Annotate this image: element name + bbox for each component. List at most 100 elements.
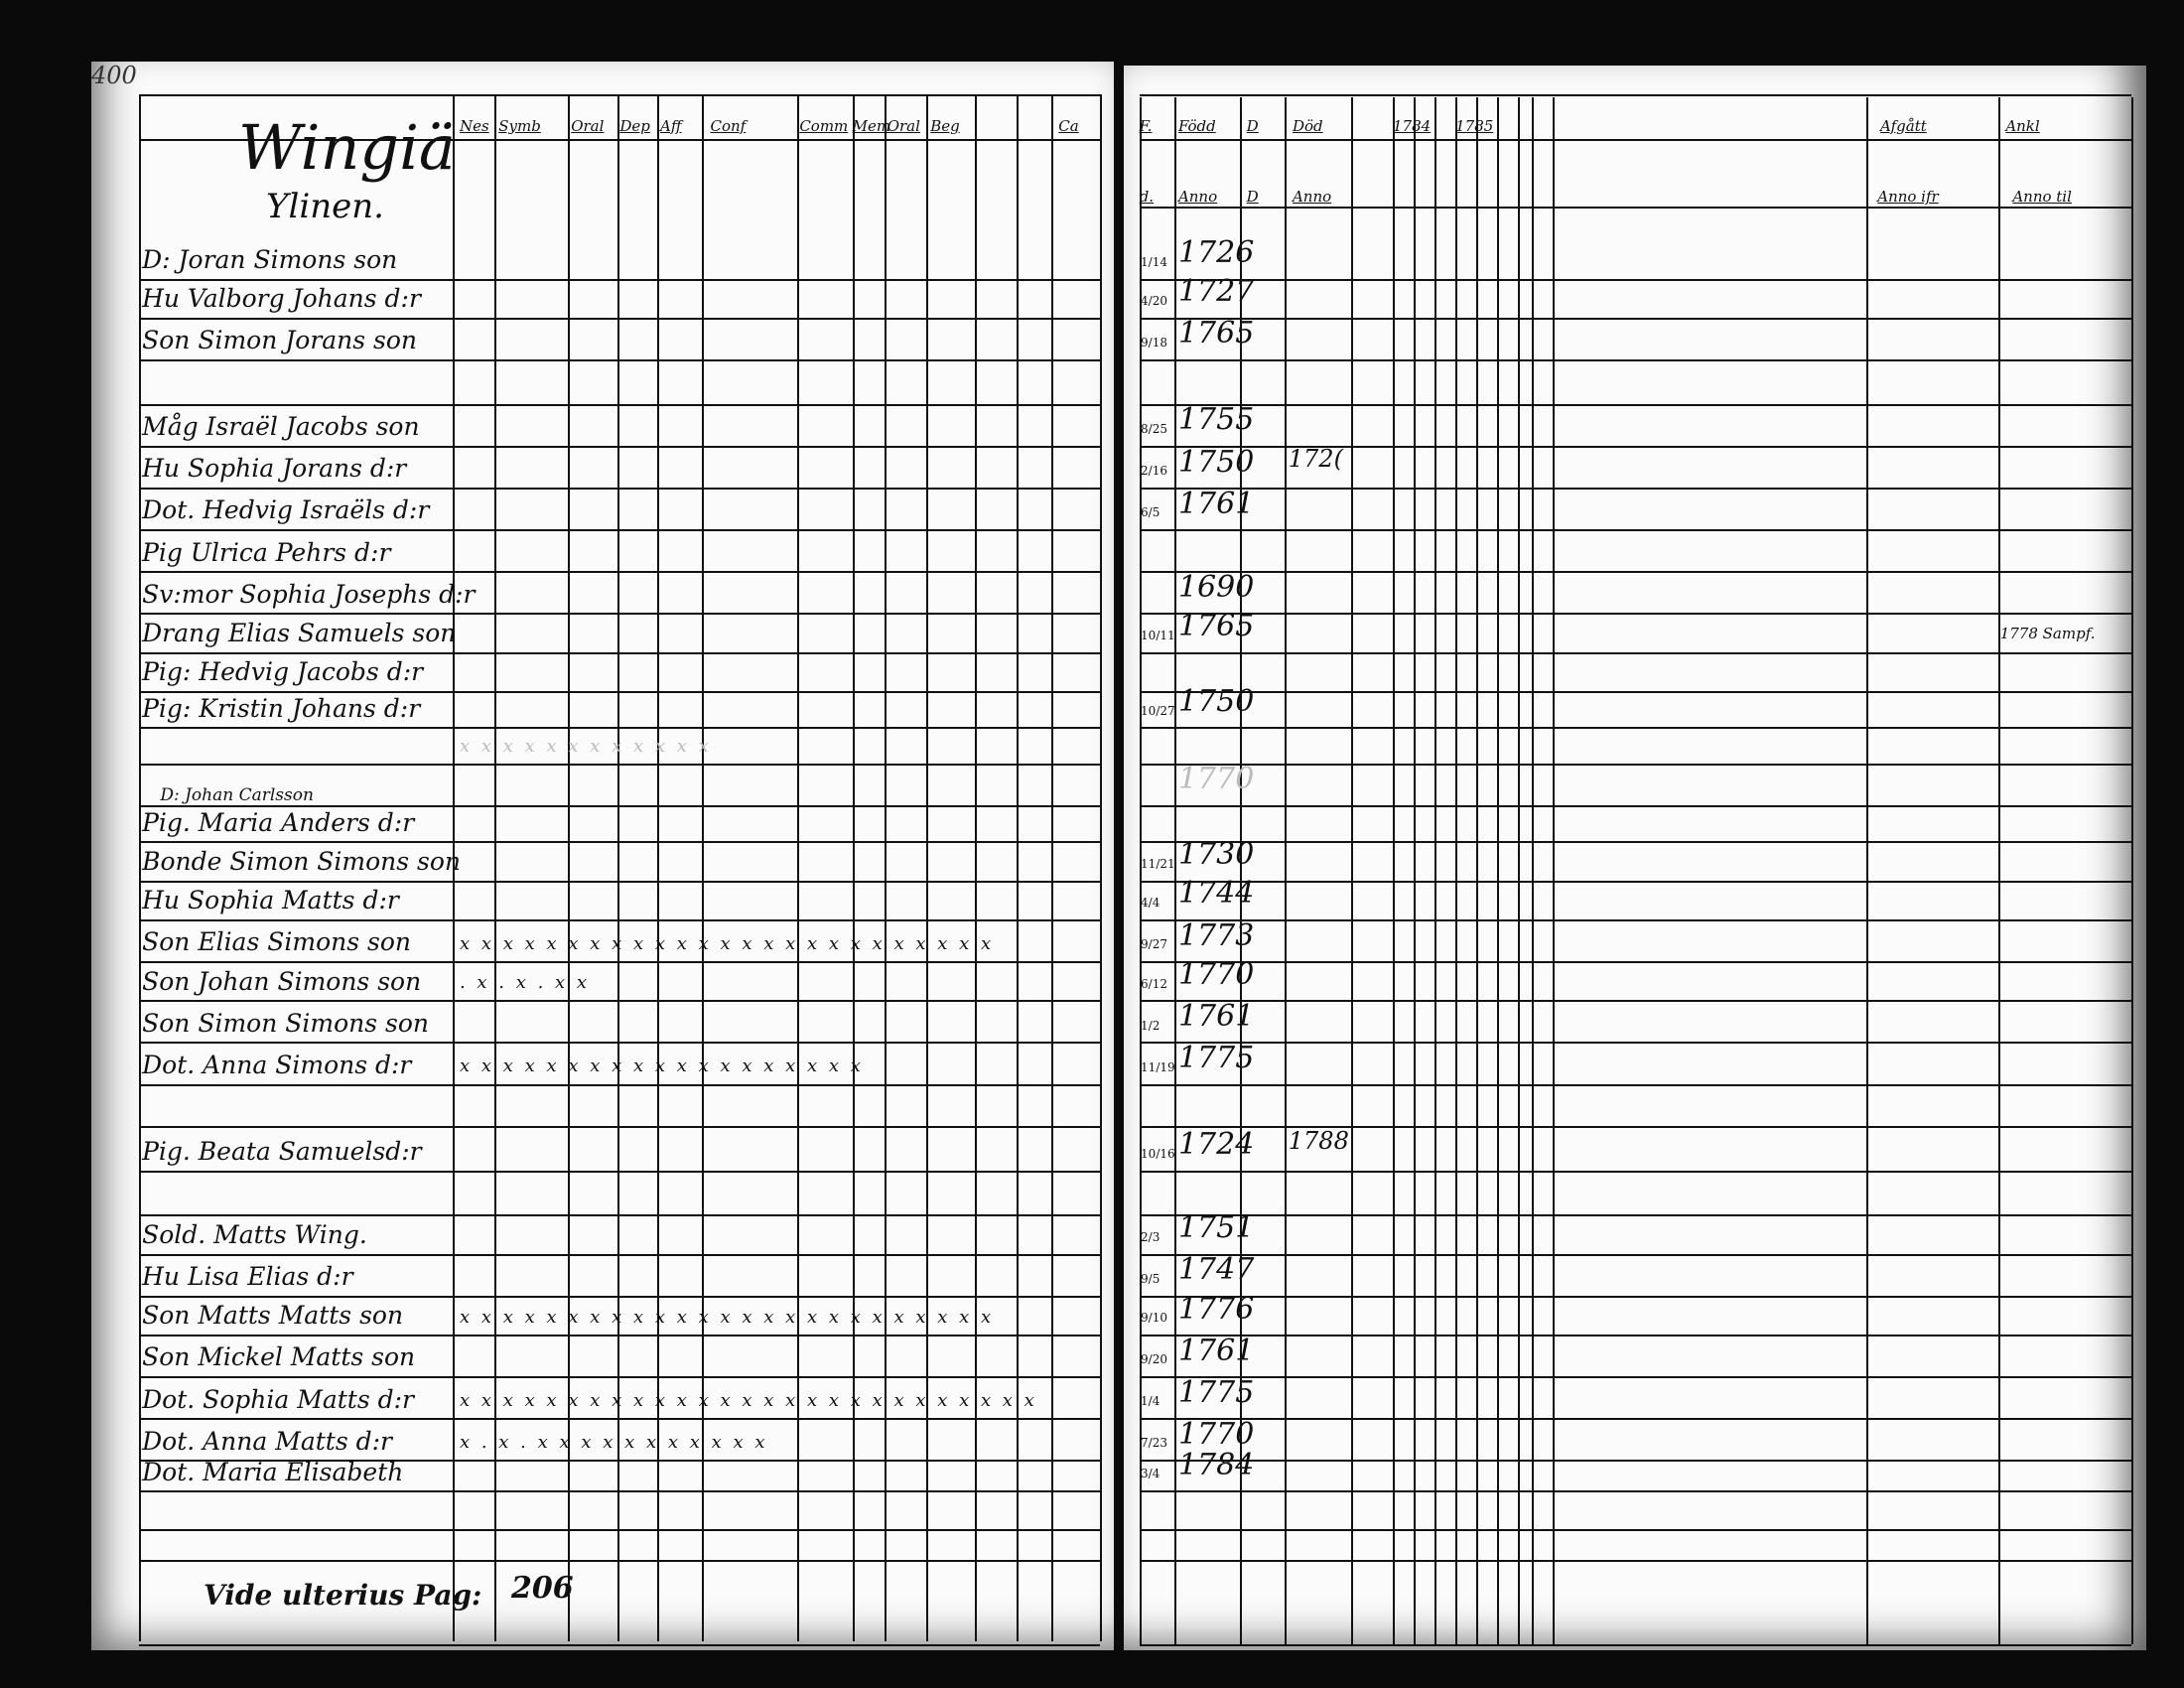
birth-day-month: 9/20 [1141,1352,1167,1367]
row-rule [1139,317,2131,320]
row-rule [139,1529,1101,1532]
birth-day-month: 9/27 [1141,937,1167,952]
row-rule [139,445,1101,448]
column-rule [1518,97,1521,1644]
birth-day-month: 6/5 [1141,505,1160,520]
column-rule [1553,97,1556,1644]
birth-year: 1747 [1177,1252,1255,1288]
column-header: Beg [930,116,960,135]
row-rule [139,1335,1101,1337]
row-rule [1139,278,2131,281]
birth-year: 1750 [1177,683,1255,719]
row-rule [1139,804,2131,807]
birth-day-month: 10/11 [1141,628,1175,642]
birth-year: 1750 [1177,444,1255,480]
row-rule [1139,1083,2131,1086]
row-rule [1139,727,2131,730]
person-name: Pig Ulrica Pehrs d:r [142,537,391,567]
column-header: Död [1292,116,1323,135]
row-rule [1139,1460,2131,1463]
column-rule [568,94,571,1641]
row-rule [139,804,1101,807]
row-rule [1139,690,2131,693]
birth-day-month: 2/3 [1141,1229,1160,1244]
header-rule [139,94,1101,97]
row-rule [1139,1253,2131,1256]
row-rule [1139,445,2131,448]
row-rule [139,880,1101,883]
attendance-marks: x x x x x x x x x x x x x x x x x x x x … [459,1307,995,1328]
column-rule [1414,97,1417,1644]
row-rule [139,1214,1101,1217]
birth-day-month: 3/4 [1141,1467,1160,1481]
row-rule [1139,1529,2131,1532]
column-header: Dep [619,116,650,135]
row-rule [1139,1000,2131,1003]
bottom-rule [139,1643,1101,1646]
row-rule [1139,841,2131,844]
person-name: Pig: Hedvig Jacobs d:r [142,657,424,687]
column-rule [1139,97,1142,1644]
person-name: Dot. Anna Matts d:r [142,1426,392,1456]
row-rule [139,727,1101,730]
birth-year: 1744 [1177,876,1255,912]
row-rule [1139,358,2131,361]
page-number: 400 [91,62,137,89]
row-rule [139,690,1101,693]
column-header: F. [1139,116,1153,135]
row-rule [1139,1376,2131,1379]
person-name: Dot. Maria Elisabeth [142,1457,404,1486]
person-name: Sv:mor Sophia Josephs d:r [142,579,476,609]
row-rule [139,1560,1101,1563]
column-rule [1173,97,1176,1644]
row-rule [139,918,1101,921]
attendance-marks: x x x x x x x x x x x x [459,735,712,757]
attendance-marks: x x x x x x x x x x x x x x x x x x x x … [459,933,995,954]
column-rule [884,94,887,1641]
person-name: Måg Israël Jacobs son [142,412,420,442]
column-header: Anno ifr [1877,188,1939,207]
footer-page-number: 206 [511,1571,574,1606]
row-rule [139,1295,1101,1298]
person-name: D: Joran Simons son [142,244,398,274]
margin-note: 1778 Sampf. [1999,624,2096,642]
person-name: Hu Sophia Jorans d:r [142,454,407,484]
column-rule [1476,97,1479,1644]
attendance-marks: x x x x x x x x x x x x x x x x x x x [459,1055,864,1077]
row-rule [1139,1335,2131,1337]
birth-day-month: 10/27 [1141,703,1175,718]
row-rule [1139,1490,2131,1493]
person-name: Dot. Hedvig Israëls d:r [142,495,430,525]
column-header: Mem [852,116,891,135]
birth-year: 1751 [1177,1210,1255,1246]
column-header: Född [1177,116,1216,135]
birth-day-month: 9/18 [1141,336,1167,351]
person-name: Hu Sophia Matts d:r [142,886,399,915]
column-header: 1785 [1455,116,1494,135]
person-name: Bonde Simon Simons son [142,847,462,877]
column-header: D [1246,116,1259,135]
row-rule [1139,763,2131,766]
column-header: Conf [710,116,747,135]
left-page [91,62,1114,1650]
person-name: Son Simon Jorans son [142,326,418,355]
row-rule [139,1376,1101,1379]
birth-year: 1761 [1177,486,1255,521]
column-rule [796,94,799,1641]
birth-day-month: 4/20 [1141,294,1167,309]
column-header: Nes [459,116,489,135]
birth-year: 1761 [1177,998,1255,1034]
row-rule [1139,1214,2131,1217]
column-rule [1051,94,1054,1641]
bottom-rule [1139,1643,2131,1646]
person-name: Dot. Anna Simons d:r [142,1050,412,1079]
birth-year: 1773 [1177,917,1255,953]
column-rule [1393,97,1395,1644]
person-name: Pig. Beata Samuelsd:r [142,1136,422,1166]
birth-day-month: 1/4 [1141,1394,1160,1409]
birth-year: 1761 [1177,1333,1255,1368]
page-subtitle: Ylinen. [266,187,384,226]
person-name: Son Elias Simons son [142,927,411,957]
column-header: Ankl [2005,116,2040,135]
row-rule [1139,529,2131,532]
